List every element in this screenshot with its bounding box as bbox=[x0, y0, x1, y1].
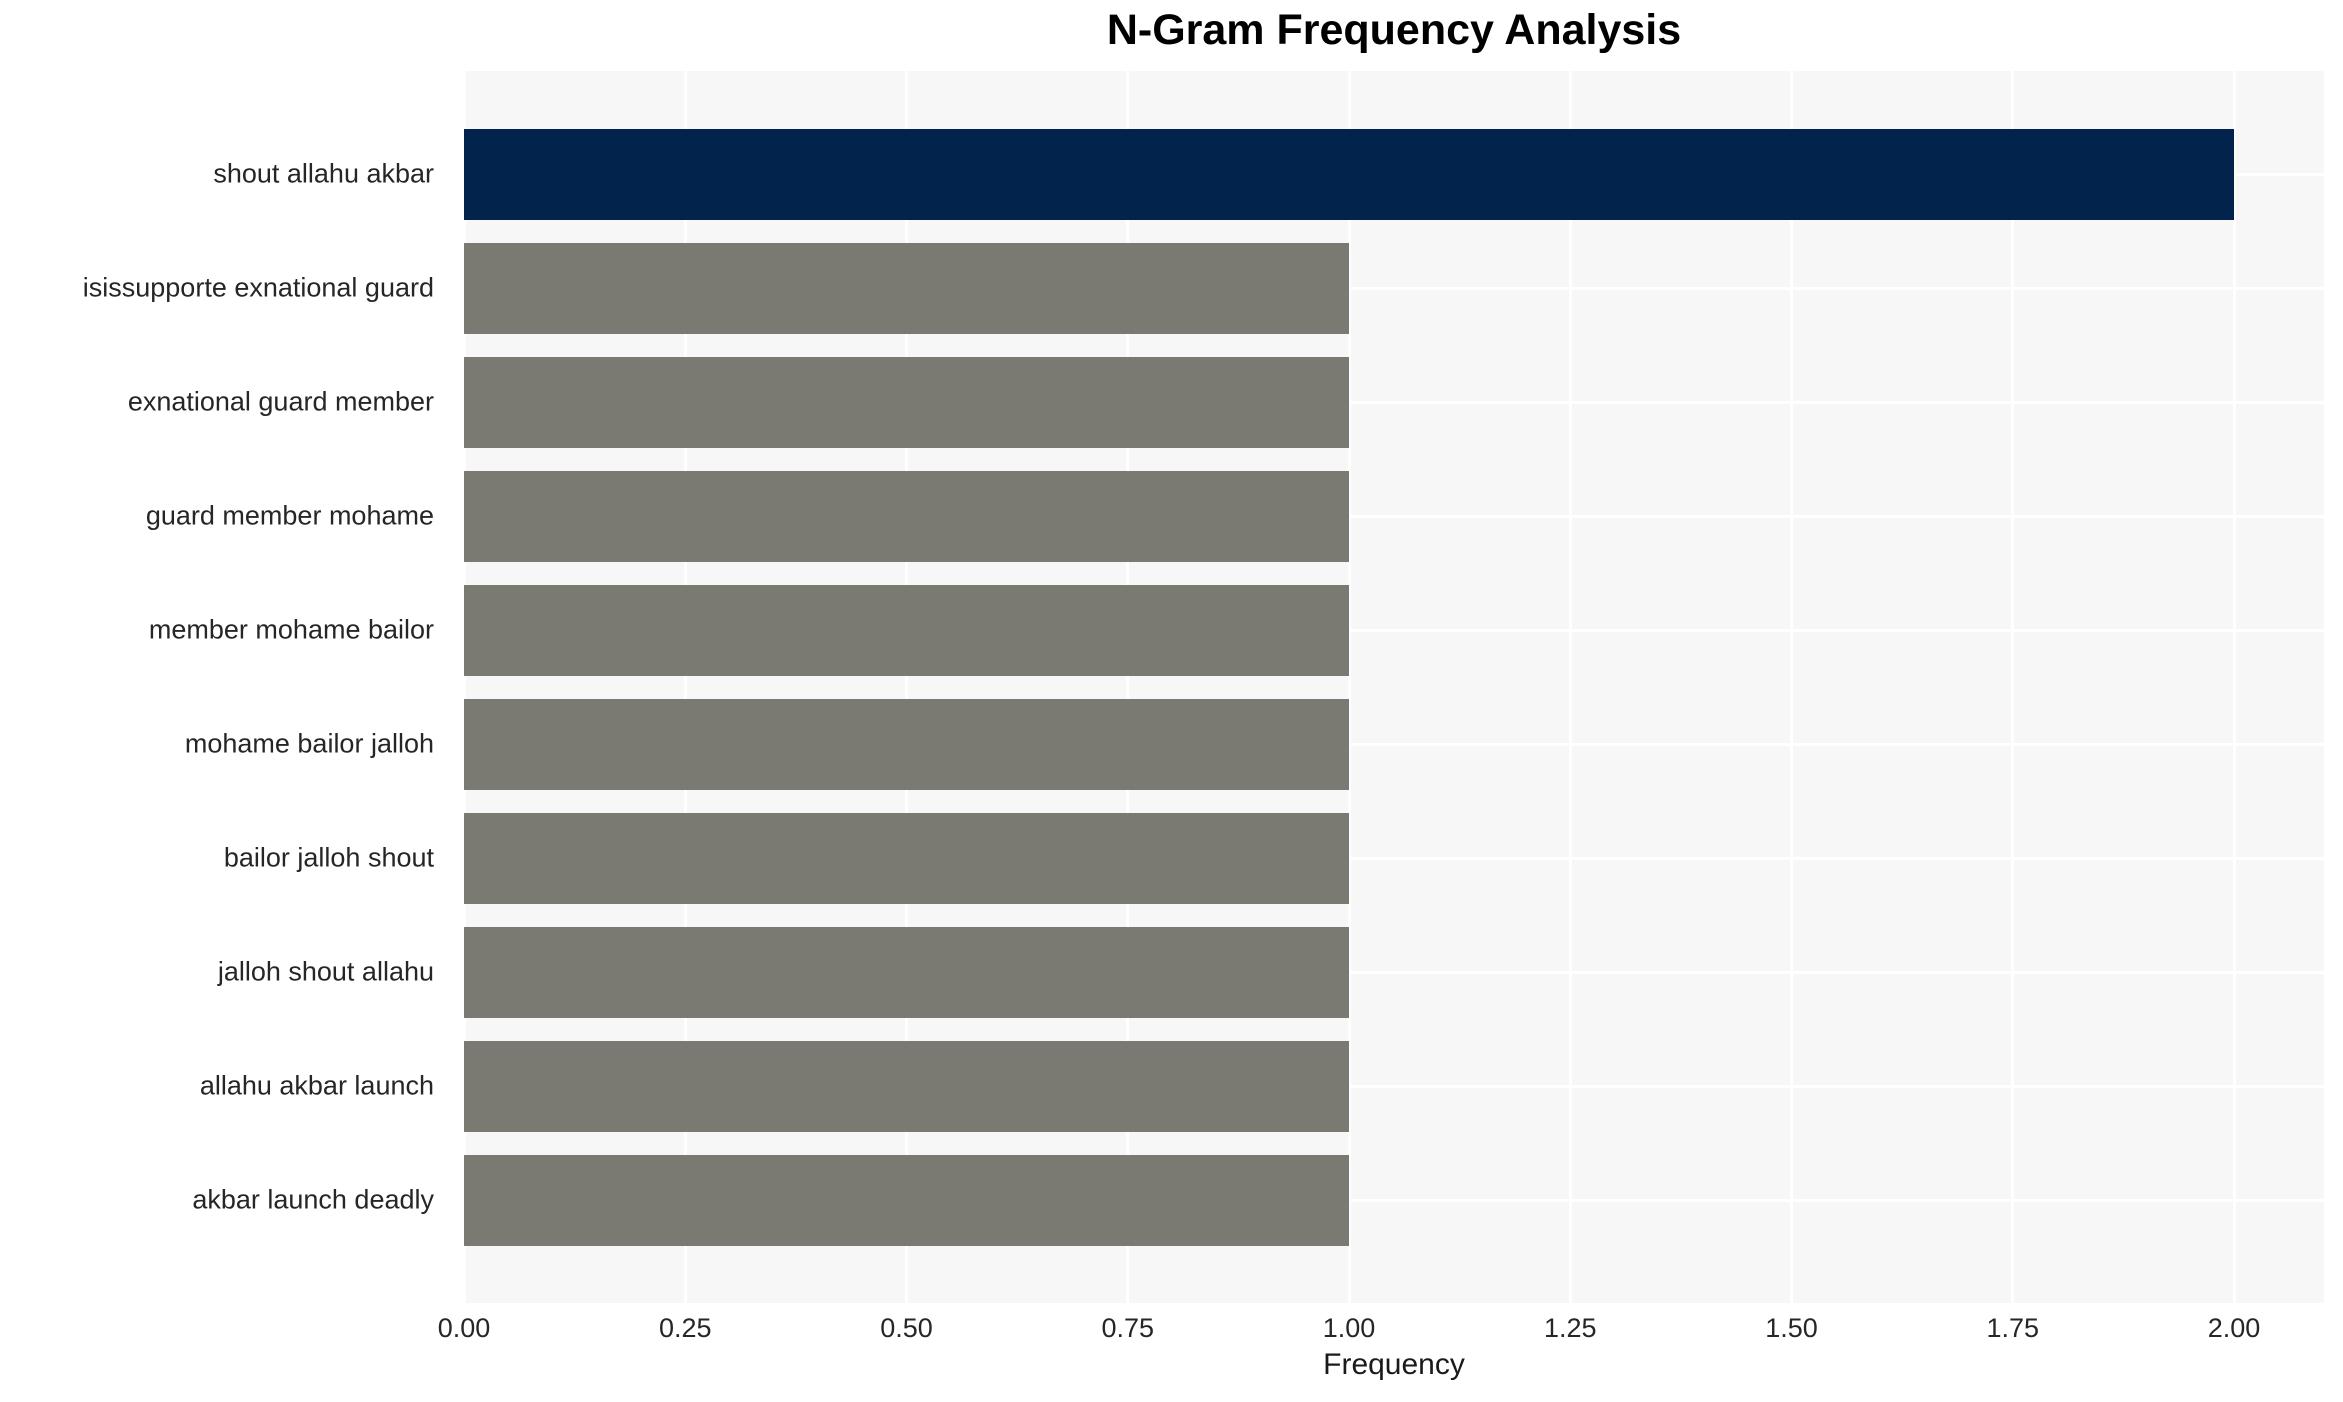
x-tick-label: 1.50 bbox=[1765, 1313, 1818, 1343]
x-tick-label: 1.25 bbox=[1543, 1313, 1597, 1343]
x-tick-label: 1.00 bbox=[1322, 1313, 1376, 1343]
x-gridline bbox=[2011, 71, 2015, 1303]
y-gridline bbox=[464, 628, 2324, 632]
y-tick-label: bailor jalloh shout bbox=[223, 842, 434, 873]
bar bbox=[464, 470, 1349, 562]
y-tick-label: akbar launch deadly bbox=[192, 1184, 434, 1215]
y-gridline bbox=[464, 286, 2324, 290]
y-tick-label: mohame bailor jalloh bbox=[184, 728, 434, 759]
x-gridline bbox=[905, 71, 908, 1303]
x-gridline bbox=[1126, 71, 1130, 1303]
x-gridline bbox=[1568, 71, 1572, 1303]
x-gridline bbox=[1347, 71, 1351, 1303]
x-tick-label: 2.00 bbox=[2207, 1313, 2261, 1343]
y-axis-labels: shout allahu akbar isissupporte exnationa… bbox=[0, 71, 449, 1303]
x-gridline bbox=[683, 71, 687, 1303]
bar bbox=[464, 812, 1349, 904]
x-tick-label: 0.25 bbox=[658, 1313, 712, 1343]
bar bbox=[464, 242, 1349, 334]
bar bbox=[464, 128, 2234, 220]
x-gridline bbox=[1790, 71, 1793, 1303]
plot-area bbox=[462, 71, 2324, 1303]
x-gridline bbox=[462, 71, 466, 1303]
y-tick-label: allahu akbar launch bbox=[199, 1070, 434, 1101]
bar bbox=[464, 584, 1349, 676]
chart-title: N-Gram Frequency Analysis bbox=[1106, 6, 1682, 54]
x-tick-label: 0.50 bbox=[880, 1313, 933, 1343]
y-tick-label: member mohame bailor bbox=[148, 614, 434, 645]
bar bbox=[464, 1154, 1349, 1246]
y-tick-label: exnational guard member bbox=[127, 386, 434, 417]
y-gridline bbox=[464, 856, 2324, 860]
bar bbox=[464, 698, 1349, 790]
y-tick-label: isissupporte exnational guard bbox=[82, 272, 434, 303]
y-gridline bbox=[464, 742, 2324, 746]
bar bbox=[464, 356, 1349, 448]
y-tick-label: guard member mohame bbox=[145, 500, 434, 531]
y-gridline bbox=[464, 1084, 2324, 1088]
y-tick-label: shout allahu akbar bbox=[213, 158, 434, 189]
y-gridline bbox=[464, 514, 2324, 518]
x-tick-label: 1.75 bbox=[1986, 1313, 2040, 1343]
y-tick-label: jalloh shout allahu bbox=[217, 956, 434, 987]
bar bbox=[464, 1040, 1349, 1132]
bar bbox=[464, 926, 1349, 1018]
y-gridline bbox=[464, 970, 2324, 974]
y-gridline bbox=[464, 1198, 2324, 1202]
x-tick-label: 0.00 bbox=[437, 1313, 491, 1343]
y-gridline bbox=[464, 400, 2324, 404]
x-tick-label: 0.75 bbox=[1101, 1313, 1155, 1343]
x-axis-title: Frequency bbox=[1323, 1348, 1465, 1381]
x-gridline bbox=[2232, 71, 2236, 1303]
